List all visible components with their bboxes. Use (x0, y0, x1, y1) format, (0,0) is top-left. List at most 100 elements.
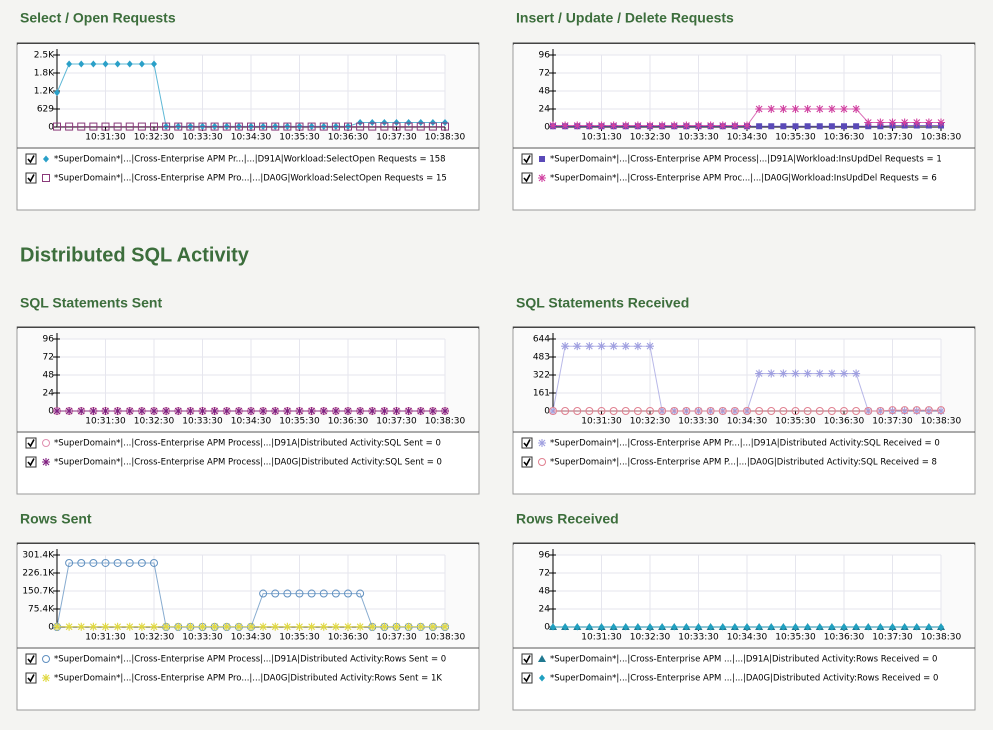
data-point (101, 622, 110, 631)
data-point (694, 407, 703, 415)
data-point (369, 118, 376, 126)
x-tick-label: 10:31:30 (85, 633, 126, 643)
x-tick-label: 10:32:30 (134, 633, 175, 643)
y-tick-label: 150.7K (22, 587, 55, 597)
data-point (573, 407, 582, 415)
data-point (114, 60, 121, 68)
data-point (77, 122, 86, 131)
x-tick-label: 10:38:30 (921, 133, 962, 143)
legend-label: *SuperDomain*|...|Cross-Enterprise APM P… (54, 155, 446, 165)
data-point (827, 369, 836, 378)
data-point (924, 118, 933, 127)
x-tick-label: 10:33:30 (182, 417, 223, 427)
data-point (574, 623, 581, 631)
x-tick-label: 10:31:30 (581, 133, 622, 143)
legend-checkbox (25, 172, 37, 184)
data-point (609, 121, 618, 130)
y-tick-label: 48 (539, 587, 551, 597)
data-point (585, 121, 594, 130)
legend-label: *SuperDomain*|...|Cross-Enterprise APM P… (54, 458, 442, 468)
data-point (416, 622, 425, 631)
x-tick-label: 10:36:30 (824, 633, 865, 643)
data-point (815, 105, 824, 113)
y-tick-label: 2.5K (34, 51, 55, 61)
data-point (828, 123, 835, 130)
data-point (780, 623, 787, 631)
data-point (150, 122, 158, 131)
chart-title: Insert / Update / Delete Requests (516, 10, 734, 26)
x-tick-label: 10:36:30 (328, 133, 369, 143)
data-point (344, 622, 352, 631)
x-tick-label: 10:35:30 (279, 417, 320, 427)
data-point (573, 121, 582, 130)
data-point (803, 407, 812, 415)
data-point (101, 558, 110, 567)
y-tick-label: 72 (539, 69, 550, 79)
data-point (573, 342, 582, 351)
data-point (853, 623, 860, 631)
data-point (319, 622, 328, 631)
data-point (53, 407, 61, 415)
data-point (706, 121, 715, 130)
data-point (864, 407, 873, 415)
data-point (344, 122, 352, 131)
x-tick-label: 10:31:30 (85, 417, 126, 427)
y-tick-label: 1.8K (34, 69, 55, 79)
data-point (271, 622, 280, 631)
data-point (381, 118, 388, 126)
data-point (888, 406, 897, 415)
x-tick-label: 10:38:30 (425, 633, 466, 643)
legend-label: *SuperDomain*|...|Cross-Enterprise APM P… (550, 458, 937, 468)
legend-check (27, 155, 35, 164)
legend-label: *SuperDomain*|...|Cross-Enterprise APM P… (550, 155, 942, 165)
legend-checkbox (521, 653, 533, 665)
data-point (247, 122, 255, 131)
y-tick-label: 226.1K (22, 569, 55, 579)
data-point (65, 407, 74, 415)
data-point (803, 105, 812, 113)
data-point (78, 60, 85, 68)
x-tick-label: 10:37:30 (376, 417, 417, 427)
data-point (901, 623, 908, 631)
legend-label: *SuperDomain*|...|Cross-Enterprise APM P… (550, 174, 937, 184)
data-point (671, 623, 678, 631)
data-point (331, 589, 340, 598)
data-point (65, 558, 74, 567)
x-tick-label: 10:38:30 (425, 133, 466, 143)
y-tick-label: 72 (539, 569, 550, 579)
legend-check (523, 174, 531, 183)
data-point (646, 407, 654, 415)
data-point (658, 407, 667, 415)
x-tick-label: 10:33:30 (678, 133, 719, 143)
data-point (174, 122, 183, 131)
data-point (730, 121, 739, 130)
x-tick-label: 10:31:30 (581, 417, 622, 427)
data-point (137, 407, 146, 415)
data-point (670, 121, 679, 130)
data-point (77, 558, 86, 567)
data-point (210, 407, 219, 415)
data-point (89, 622, 98, 631)
data-point (610, 623, 617, 631)
data-point (357, 118, 364, 126)
data-point (198, 407, 207, 415)
data-point (234, 622, 243, 631)
x-tick-label: 10:35:30 (279, 133, 320, 143)
legend-marker (42, 674, 50, 682)
data-point (633, 121, 642, 130)
data-point (924, 407, 933, 415)
data-point (633, 407, 642, 415)
x-tick-label: 10:35:30 (279, 633, 320, 643)
data-point (283, 622, 292, 631)
data-point (356, 589, 365, 598)
data-point (707, 623, 714, 631)
data-point (271, 407, 280, 415)
legend-label: *SuperDomain*|...|Cross-Enterprise APM .… (550, 655, 937, 665)
legend-checkbox (25, 672, 37, 684)
data-point (137, 622, 146, 631)
data-point (307, 622, 316, 631)
x-tick-label: 10:37:30 (872, 633, 913, 643)
data-point (755, 369, 764, 378)
x-tick-label: 10:38:30 (921, 633, 962, 643)
data-point (429, 118, 436, 126)
